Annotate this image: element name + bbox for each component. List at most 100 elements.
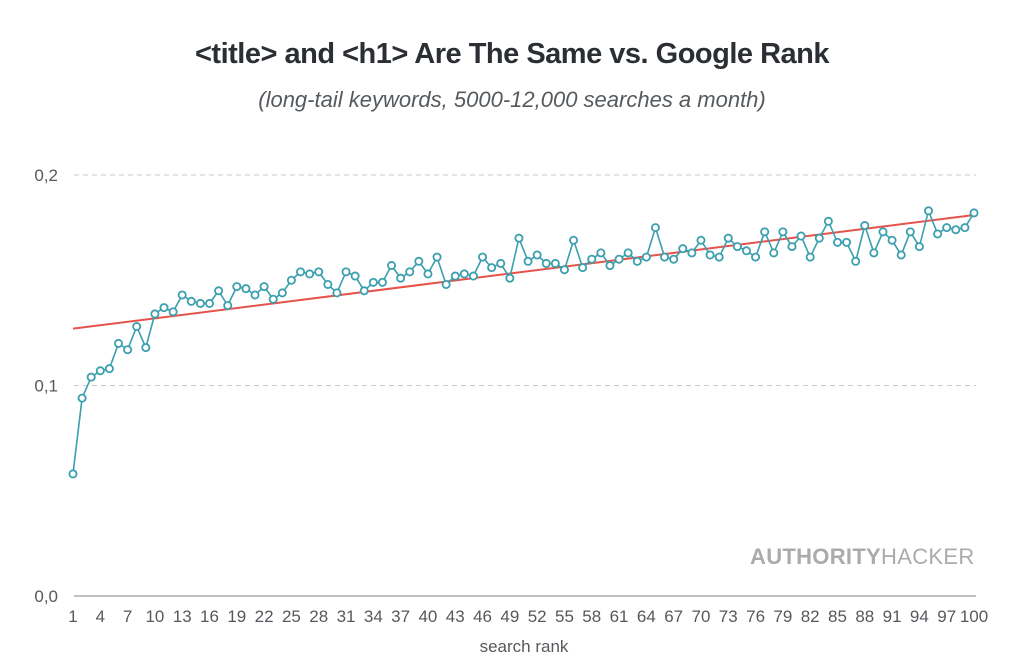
- data-point: [68, 469, 78, 479]
- data-point: [487, 263, 497, 273]
- data-point: [159, 303, 169, 313]
- data-point: [177, 290, 187, 300]
- chart-subtitle: (long-tail keywords, 5000-12,000 searche…: [258, 87, 766, 112]
- data-point: [569, 235, 579, 245]
- data-point: [769, 248, 779, 258]
- data-point: [468, 271, 478, 281]
- data-point: [532, 250, 542, 260]
- x-tick-label: 85: [828, 607, 847, 626]
- data-point: [314, 267, 324, 277]
- data-point: [496, 258, 506, 268]
- data-point: [796, 231, 806, 241]
- data-point: [296, 267, 306, 277]
- data-point: [523, 256, 533, 266]
- x-tick-label: 1: [68, 607, 77, 626]
- trendline-group: [72, 214, 975, 330]
- x-tick-label: 67: [664, 607, 683, 626]
- gridlines: [74, 174, 976, 597]
- x-tick-label: 82: [801, 607, 820, 626]
- y-tick-label: 0,2: [34, 166, 58, 185]
- x-tick-label: 10: [145, 607, 164, 626]
- data-point: [505, 273, 515, 283]
- y-tick-label: 0,1: [34, 377, 58, 396]
- data-point: [787, 242, 797, 252]
- data-point: [842, 237, 852, 247]
- data-point: [914, 242, 924, 252]
- data-point: [478, 252, 488, 262]
- data-point: [377, 277, 387, 287]
- data-point: [232, 282, 242, 292]
- data-point: [650, 223, 660, 233]
- data-point: [186, 296, 196, 306]
- data-point: [332, 288, 342, 298]
- x-tick-label: 31: [337, 607, 356, 626]
- data-point: [587, 254, 597, 264]
- data-point: [723, 233, 733, 243]
- data-point: [751, 252, 761, 262]
- data-point: [860, 221, 870, 231]
- x-axis-ticks: 1 4 7 10 13 16 19 22 25 28 31 34 37 40 43 46 49 52 55 58 61 6…: [68, 607, 988, 626]
- data-point: [641, 252, 651, 262]
- data-point: [514, 233, 524, 243]
- x-tick-label: 76: [746, 607, 765, 626]
- x-tick-label: 19: [227, 607, 246, 626]
- data-point: [387, 261, 397, 271]
- x-tick-label: 52: [528, 607, 547, 626]
- data-point: [114, 338, 124, 348]
- data-point: [268, 294, 278, 304]
- data-point: [441, 279, 451, 289]
- x-tick-label: 55: [555, 607, 574, 626]
- x-tick-label: 46: [473, 607, 492, 626]
- data-point: [141, 343, 151, 353]
- data-point: [778, 227, 788, 237]
- data-point: [414, 256, 424, 266]
- data-point: [104, 364, 114, 374]
- data-point: [214, 286, 224, 296]
- data-point: [432, 252, 442, 262]
- x-tick-label: 97: [937, 607, 956, 626]
- x-tick-label: 79: [773, 607, 792, 626]
- data-point: [614, 254, 624, 264]
- data-point: [696, 235, 706, 245]
- data-point: [669, 254, 679, 264]
- x-tick-label: 58: [582, 607, 601, 626]
- watermark-light: HACKER: [881, 544, 975, 569]
- data-point: [832, 237, 842, 247]
- series-group: [68, 206, 979, 479]
- data-point: [905, 227, 915, 237]
- x-tick-label: 73: [719, 607, 738, 626]
- data-point: [851, 256, 861, 266]
- data-point: [132, 322, 142, 332]
- data-point: [550, 258, 560, 268]
- data-point: [951, 225, 961, 235]
- data-point: [623, 248, 633, 258]
- x-tick-label: 61: [610, 607, 629, 626]
- trendline: [72, 214, 975, 330]
- data-point: [741, 246, 751, 256]
- data-point: [933, 229, 943, 239]
- data-point: [960, 223, 970, 233]
- data-point: [168, 307, 178, 317]
- data-point: [250, 290, 260, 300]
- data-point: [259, 282, 269, 292]
- data-point: [405, 267, 415, 277]
- x-tick-label: 49: [500, 607, 519, 626]
- data-point: [223, 301, 233, 311]
- data-point: [805, 252, 815, 262]
- data-point: [541, 258, 551, 268]
- data-point: [632, 256, 642, 266]
- data-point: [241, 284, 251, 294]
- data-point: [368, 277, 378, 287]
- data-point: [323, 279, 333, 289]
- data-point: [887, 235, 897, 245]
- data-point: [714, 252, 724, 262]
- series-line: [72, 208, 975, 474]
- data-point: [705, 250, 715, 260]
- x-tick-label: 94: [910, 607, 929, 626]
- x-tick-label: 70: [692, 607, 711, 626]
- data-point: [923, 206, 933, 216]
- y-axis-ticks: 0,0 0,1 0,2: [34, 166, 58, 606]
- data-point: [423, 269, 433, 279]
- data-point: [814, 233, 824, 243]
